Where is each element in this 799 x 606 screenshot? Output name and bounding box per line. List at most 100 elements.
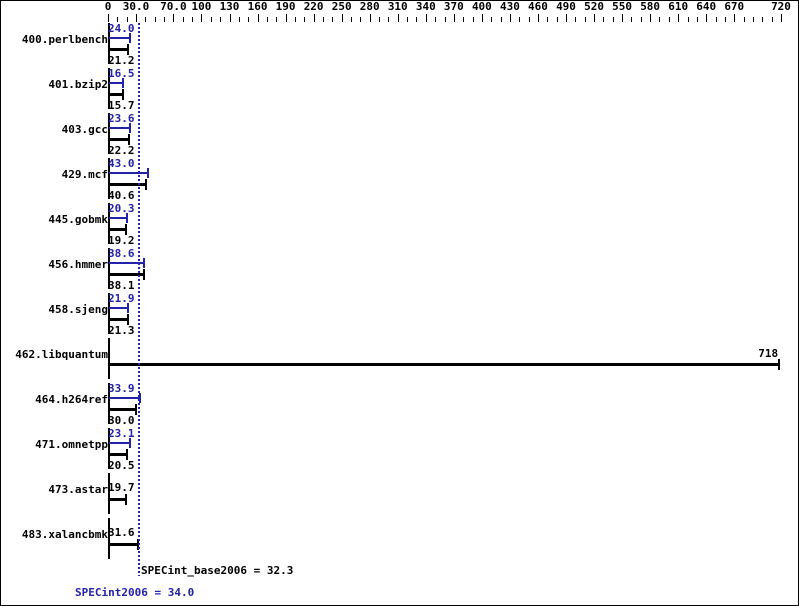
benchmark-label-483-xalancbmk: 483.xalancbmk	[21, 528, 108, 541]
bar-base-445-gobmk: 19.2	[108, 224, 135, 247]
row-baseline	[108, 158, 110, 199]
bar-base-value: 30.0	[108, 414, 135, 427]
axis-tick-minor	[220, 17, 222, 22]
benchmark-label-400-perlbench: 400.perlbench	[21, 33, 108, 46]
axis-tick-major	[257, 14, 259, 22]
axis-tick-minor	[238, 17, 240, 22]
bar-base-value: 19.2	[108, 234, 135, 247]
bar-end-cap	[127, 303, 130, 313]
axis-tick-minor	[304, 17, 306, 22]
axis-tick-minor	[500, 17, 502, 22]
axis-tick-label: 30.0	[122, 0, 150, 13]
axis-tick-label: 550	[612, 0, 633, 13]
row-baseline	[108, 23, 110, 64]
axis-tick-minor	[491, 17, 493, 22]
bar-base-value: 22.2	[108, 144, 135, 157]
axis-tick-label: 400	[471, 0, 492, 13]
axis-tick-major	[425, 14, 427, 22]
row-baseline	[108, 293, 110, 334]
bar-peak-value: 33.9	[108, 382, 135, 395]
axis-tick-minor	[612, 17, 614, 22]
bar-peak-value: 24.0	[108, 22, 135, 35]
bar-peak-403-gcc: 23.6	[108, 113, 135, 133]
bar-base-value: 21.2	[108, 54, 135, 67]
bar-base-400-perlbench: 21.2	[108, 44, 135, 67]
axis-tick-label: 220	[303, 0, 324, 13]
axis-tick-minor	[322, 17, 324, 22]
axis-tick-major	[341, 14, 343, 22]
axis-tick-major	[108, 14, 109, 22]
axis-tick-major	[781, 14, 782, 22]
bar-peak-429-mcf: 43.0	[108, 158, 150, 178]
axis-tick-minor	[117, 17, 119, 22]
bar-base-464-h264ref: 30.0	[108, 404, 138, 427]
axis-tick-minor	[659, 17, 661, 22]
benchmark-row: 462.libquantum 718	[1, 336, 798, 381]
axis-tick-major	[313, 14, 315, 22]
axis-tick-minor	[743, 17, 745, 22]
benchmark-label-456-hmmer: 456.hmmer	[48, 258, 108, 271]
axis-tick-label: 0	[104, 0, 112, 13]
benchmark-row: 483.xalancbmk 31.6	[1, 516, 798, 561]
bar-peak-456-hmmer: 38.6	[108, 248, 146, 268]
bar-end-cap	[121, 89, 124, 100]
bar-peak-value: 16.5	[108, 67, 135, 80]
axis-tick-minor	[472, 17, 474, 22]
axis-tick-minor	[584, 17, 586, 22]
axis-tick-minor	[519, 17, 521, 22]
axis-tick-minor	[556, 17, 558, 22]
axis-tick-minor	[182, 17, 184, 22]
bar-end-cap	[126, 44, 129, 55]
axis-tick-minor	[407, 17, 409, 22]
bar-base-473-astar: 19.7	[108, 482, 135, 505]
bar-end-cap	[129, 123, 132, 133]
bar-end-cap	[144, 179, 147, 190]
bar-end-cap	[126, 314, 129, 325]
benchmark-row: 464.h264ref 33.9 30.0	[1, 381, 798, 427]
bar-peak-value: 43.0	[108, 157, 135, 170]
axis-tick-minor	[687, 17, 689, 22]
row-baseline	[108, 338, 110, 379]
bar-end-cap	[125, 494, 128, 505]
axis-tick-major	[594, 14, 596, 22]
axis-tick-minor	[603, 17, 605, 22]
bar-peak-471-omnetpp: 23.1	[108, 428, 135, 448]
row-baseline	[108, 113, 110, 154]
axis-tick-minor	[771, 17, 773, 22]
bar-base-429-mcf: 40.6	[108, 179, 147, 202]
axis-tick-minor	[210, 17, 212, 22]
bar-end-cap	[129, 33, 132, 43]
axis-tick-minor	[547, 17, 549, 22]
axis-tick-major	[566, 14, 567, 22]
axis-tick-major	[136, 14, 138, 22]
axis-tick-label: 250	[331, 0, 352, 13]
axis-tick-major	[481, 14, 483, 22]
axis-tick-minor	[192, 17, 194, 22]
bar-base-value: 40.6	[108, 189, 135, 202]
axis-tick-major	[706, 14, 708, 22]
axis-tick-major	[369, 14, 371, 22]
bar-base-462-libquantum: 718	[109, 348, 781, 370]
axis-tick-label: 70.0	[160, 0, 187, 13]
summary-specint2006: SPECint2006 = 34.0	[75, 586, 195, 599]
axis-tick-major	[734, 14, 736, 22]
bar-base-471-omnetpp: 20.5	[108, 449, 135, 472]
axis-tick-minor	[528, 17, 530, 22]
benchmark-label-462-libquantum: 462.libquantum	[15, 348, 108, 361]
axis-tick-label: 640	[696, 0, 717, 13]
axis-tick-minor	[351, 17, 353, 22]
axis-tick-label: 460	[528, 0, 548, 13]
axis-tick-minor	[762, 17, 764, 22]
axis-tick-major	[453, 14, 455, 22]
axis-tick-label: 720	[771, 0, 791, 13]
axis-tick-label: 340	[415, 0, 436, 13]
bar-base-value: 20.5	[108, 459, 135, 472]
benchmark-label-458-sjeng: 458.sjeng	[48, 303, 108, 316]
axis-tick-major	[622, 14, 624, 22]
bar-base-value: 38.1	[108, 279, 135, 292]
bar-end-cap	[122, 78, 125, 88]
axis-tick-minor	[379, 17, 381, 22]
axis-tick-minor	[463, 17, 465, 22]
axis-tick-label: 190	[275, 0, 296, 13]
axis-tick-minor	[145, 17, 147, 22]
